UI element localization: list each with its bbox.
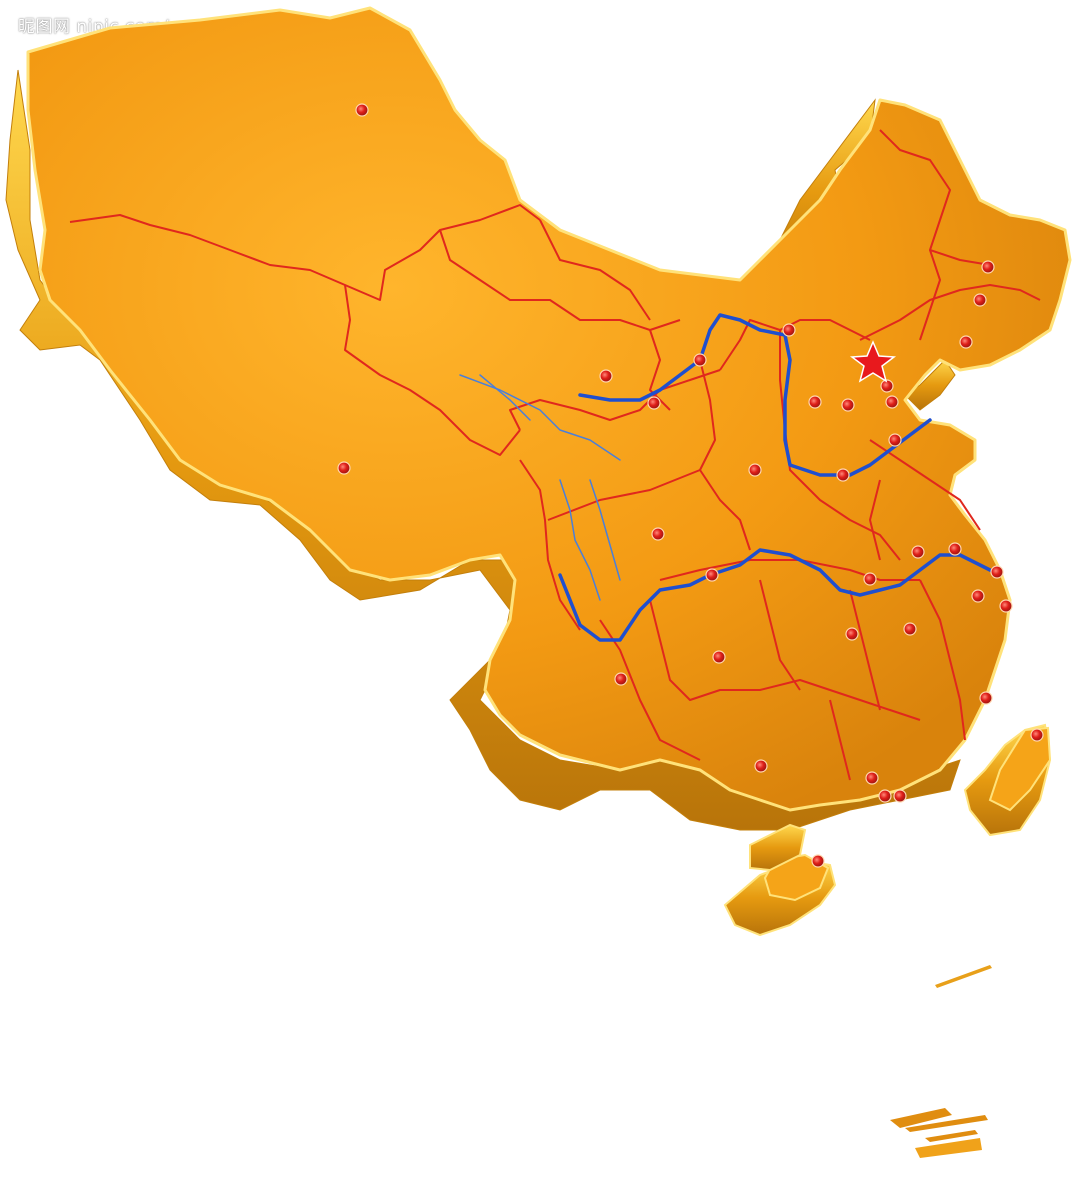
red-dot-icon xyxy=(911,545,925,559)
city-markers xyxy=(337,103,1044,868)
red-dot-icon xyxy=(841,398,855,412)
red-dot-icon xyxy=(979,691,993,705)
red-dot-icon xyxy=(693,353,707,367)
red-dot-icon xyxy=(651,527,665,541)
star-icon xyxy=(849,340,897,383)
red-dot-icon xyxy=(712,650,726,664)
red-dot-icon xyxy=(647,396,661,410)
red-dot-icon xyxy=(1030,728,1044,742)
red-dot-icon xyxy=(990,565,1004,579)
red-dot-icon xyxy=(878,789,892,803)
red-dot-icon xyxy=(748,463,762,477)
hainan-island xyxy=(723,853,837,937)
red-dot-icon xyxy=(903,622,917,636)
rivers xyxy=(459,313,1002,642)
red-dot-icon xyxy=(337,461,351,475)
red-dot-icon xyxy=(811,854,825,868)
red-dot-icon xyxy=(599,369,613,383)
red-dot-icon xyxy=(808,395,822,409)
red-dot-icon xyxy=(959,335,973,349)
red-dot-icon xyxy=(888,433,902,447)
red-dot-icon xyxy=(973,293,987,307)
red-dot-icon xyxy=(863,572,877,586)
red-dot-icon xyxy=(754,759,768,773)
coastal-peninsula xyxy=(749,823,807,872)
red-dot-icon xyxy=(999,599,1013,613)
red-dot-icon xyxy=(971,589,985,603)
red-dot-icon xyxy=(355,103,369,117)
red-dot-icon xyxy=(705,568,719,582)
red-dot-icon xyxy=(836,468,850,482)
taiwan-island xyxy=(963,723,1052,837)
red-dot-icon xyxy=(893,789,907,803)
red-dot-icon xyxy=(948,542,962,556)
red-dot-icon xyxy=(885,395,899,409)
red-dot-icon xyxy=(614,672,628,686)
red-dot-icon xyxy=(845,627,859,641)
red-dot-icon xyxy=(880,379,894,393)
red-dot-icon xyxy=(782,323,796,337)
mainland-surface xyxy=(26,6,1072,812)
yangtze-river xyxy=(558,548,1002,642)
red-dot-icon xyxy=(865,771,879,785)
red-dot-icon xyxy=(981,260,995,274)
south-sea-islands xyxy=(890,965,992,1158)
